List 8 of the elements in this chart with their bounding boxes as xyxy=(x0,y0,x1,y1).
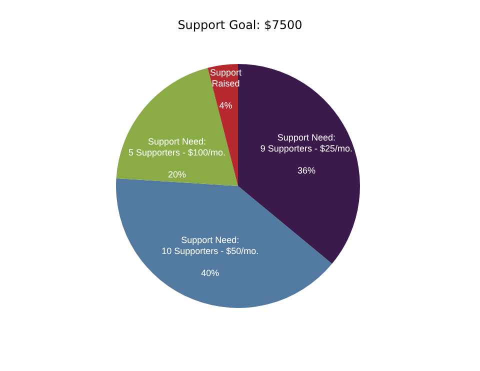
data-label: 40% xyxy=(201,268,220,278)
slice-label: Support Need: 10 Supporters - $50/mo. xyxy=(162,234,259,256)
slice-label: Support Need: 5 Supporters - $100/mo. xyxy=(128,136,226,158)
slice-label: Support Need: 9 Supporters - $25/mo. xyxy=(260,132,352,154)
chart-title: Support Goal: $7500 xyxy=(178,18,302,32)
data-label: 36% xyxy=(297,165,316,176)
data-label: 20% xyxy=(168,170,186,180)
data-label: 4% xyxy=(219,100,232,111)
